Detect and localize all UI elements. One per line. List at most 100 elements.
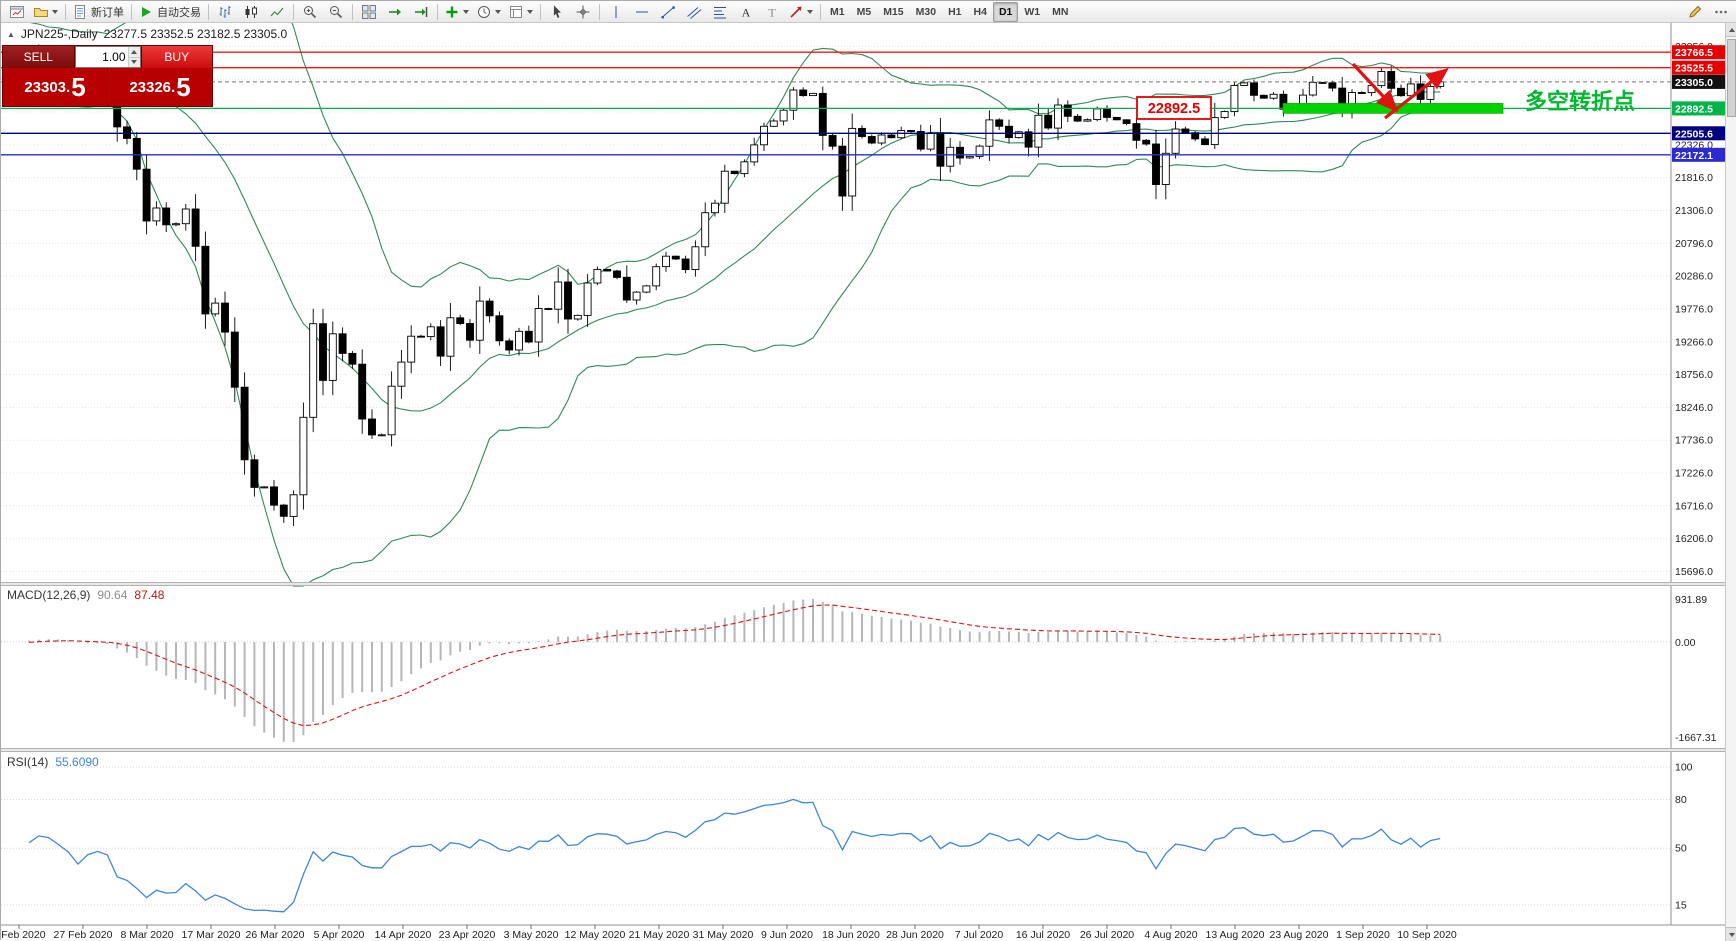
tile-windows-button[interactable] [356, 1, 382, 22]
arrow-icon [788, 4, 804, 20]
sell-price[interactable]: 23303. 5 [3, 68, 107, 106]
svg-text:23766.5: 23766.5 [1675, 47, 1713, 59]
more-tools-button[interactable] [1708, 1, 1734, 22]
crosshair-button[interactable] [570, 1, 596, 22]
shift-icon [413, 4, 429, 20]
svg-text:27 Feb 2020: 27 Feb 2020 [54, 929, 113, 941]
volume-spinner [127, 47, 140, 67]
trend-arrows[interactable] [1351, 62, 1449, 120]
svg-text:20286.0: 20286.0 [1675, 271, 1713, 283]
price-gridlines: 15696.0 16206.0 16716.0 17226.0 17736.0 18246… [1, 41, 1713, 578]
candlestick-series[interactable] [25, 44, 1445, 527]
new-order-label: 新订单 [91, 6, 124, 19]
svg-text:18 Jun 2020: 18 Jun 2020 [822, 929, 880, 941]
macd-main-value: 90.64 [97, 588, 128, 602]
chart-profiles-button[interactable] [30, 1, 62, 22]
volume-input[interactable] [75, 47, 128, 67]
indicators-button[interactable] [441, 1, 473, 22]
svg-text:3 May 2020: 3 May 2020 [504, 929, 559, 941]
sell-price-frac: 5 [71, 71, 86, 102]
channel-icon [686, 4, 702, 20]
toolbar: 新订单 自动交易 A T M1 M5 M15 M30 H1 H4 D1 W1 MN [1, 1, 1736, 23]
line-icon [269, 4, 285, 20]
down-arrow-icon [1728, 932, 1735, 937]
toolbar-separator [599, 3, 600, 20]
timeframe-d1-button[interactable]: D1 [992, 1, 1019, 22]
svg-text:17736.0: 17736.0 [1675, 435, 1713, 447]
line-chart-mode-button[interactable] [264, 1, 290, 22]
timeframe-h4-button[interactable]: H4 [973, 5, 987, 18]
equidistant-channel-button[interactable] [681, 1, 707, 22]
new-order-button[interactable]: 新订单 [69, 1, 128, 22]
trend-icon [660, 4, 676, 20]
vertical-scrollbar[interactable] [1725, 23, 1736, 941]
candles-icon [243, 4, 259, 20]
horizontal-line-button[interactable] [629, 1, 655, 22]
svg-text:22892.5: 22892.5 [1148, 101, 1200, 117]
timeframe-w1-button[interactable]: W1 [1024, 5, 1041, 18]
timeframe-mn-button[interactable]: MN [1052, 5, 1069, 18]
hline-icon [634, 4, 650, 20]
svg-text:10 Sep 2020: 10 Sep 2020 [1397, 929, 1457, 941]
price-annotation-box[interactable]: 22892.5 [1136, 96, 1212, 120]
up-arrow-icon [1728, 27, 1735, 32]
main-chart-pane[interactable] [1, 23, 1671, 582]
rsi-indicator-label: RSI(14) 55.6090 [7, 755, 99, 769]
turning-point-note[interactable]: 多空转折点 [1525, 89, 1635, 114]
svg-text:31 May 2020: 31 May 2020 [693, 929, 754, 941]
chart-options-button[interactable] [1682, 1, 1708, 22]
bollinger-bands[interactable] [28, 1, 1441, 587]
panel-splitter-macd[interactable] [1, 582, 1725, 586]
cursor-button[interactable] [544, 1, 570, 22]
volume-increase-button[interactable] [128, 47, 140, 58]
symbol-arrow-icon: ▲ [7, 29, 15, 39]
rsi-pane[interactable] [1, 752, 1671, 925]
timeframe-m30-button[interactable]: M30 [915, 5, 937, 18]
chart-symbol-line: ▲ JPN225-,Daily 23277.5 23352.5 23182.5 … [7, 27, 287, 41]
volume-decrease-button[interactable] [128, 57, 140, 67]
toolbar-separator [208, 3, 209, 20]
price-axis[interactable] [1671, 23, 1725, 925]
timeframe-m5-button[interactable]: M5 [856, 5, 872, 18]
time-axis[interactable] [1, 925, 1725, 941]
buy-price[interactable]: 23326. 5 [108, 68, 212, 106]
chart-window-icon [9, 4, 25, 20]
svg-text:18756.0: 18756.0 [1675, 369, 1713, 381]
label-icon: T [764, 4, 780, 20]
sell-button[interactable]: SELL [3, 46, 75, 68]
arrows-button[interactable] [785, 1, 817, 22]
zoom-out-button[interactable] [323, 1, 349, 22]
crosshair-icon [575, 4, 591, 20]
text-button[interactable]: A [733, 1, 759, 22]
chart-shift-button[interactable] [408, 1, 434, 22]
new-chart-button[interactable] [4, 1, 30, 22]
templates-button[interactable] [505, 1, 537, 22]
text-label-button[interactable]: T [759, 1, 785, 22]
svg-text:T: T [768, 5, 776, 19]
svg-text:16716.0: 16716.0 [1675, 500, 1713, 512]
candlestick-mode-button[interactable] [238, 1, 264, 22]
svg-text:21816.0: 21816.0 [1675, 172, 1713, 184]
timeframe-m1-button[interactable]: M1 [830, 5, 845, 18]
periods-button[interactable] [473, 1, 505, 22]
timeframe-h1-button[interactable]: H1 [948, 5, 962, 18]
auto-trading-button[interactable]: 自动交易 [135, 1, 205, 22]
fibonacci-retracement-button[interactable] [707, 1, 733, 22]
zoom-in-button[interactable] [297, 1, 323, 22]
scrollbar-thumb[interactable] [1727, 39, 1736, 117]
vertical-line-button[interactable] [603, 1, 629, 22]
text-icon: A [738, 4, 754, 20]
timeframe-m15-button[interactable]: M15 [883, 5, 904, 18]
chevron-down-icon [495, 9, 501, 14]
trendline-button[interactable] [655, 1, 681, 22]
auto-scroll-button[interactable] [382, 1, 408, 22]
panel-splitter-rsi[interactable] [1, 748, 1725, 752]
macd-pane[interactable] [1, 586, 1671, 748]
scroll-down-button[interactable] [1726, 927, 1736, 941]
bar-chart-mode-button[interactable] [212, 1, 238, 22]
macd-histogram [28, 599, 1442, 742]
buy-button[interactable]: BUY [140, 46, 212, 68]
svg-text:50: 50 [1675, 843, 1687, 855]
scroll-up-button[interactable] [1726, 23, 1736, 37]
